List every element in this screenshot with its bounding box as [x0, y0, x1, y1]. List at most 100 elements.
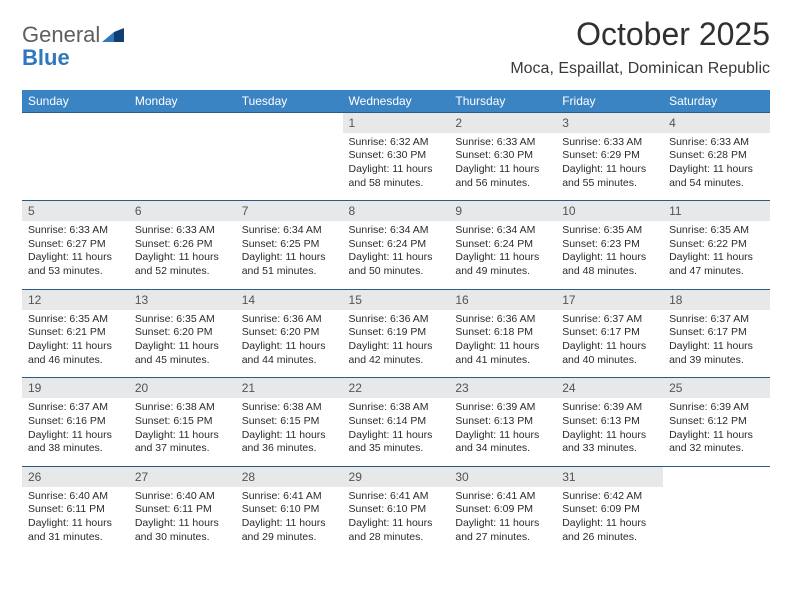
day-number: 10: [556, 201, 663, 221]
day-cell: 2: [449, 112, 556, 133]
detail-line: Sunset: 6:30 PM: [455, 149, 550, 163]
detail-line: Sunrise: 6:33 AM: [135, 224, 230, 238]
detail-line: and 30 minutes.: [135, 531, 230, 545]
detail-line: Daylight: 11 hours: [242, 340, 337, 354]
detail-line: Sunrise: 6:32 AM: [349, 136, 444, 150]
day-cell: 15: [343, 289, 450, 310]
day-detail-cell: Sunrise: 6:32 AMSunset: 6:30 PMDaylight:…: [343, 133, 450, 201]
detail-line: Sunrise: 6:34 AM: [242, 224, 337, 238]
detail-line: Sunset: 6:09 PM: [455, 503, 550, 517]
week-detail-row: Sunrise: 6:35 AMSunset: 6:21 PMDaylight:…: [22, 310, 770, 378]
day-details: Sunrise: 6:41 AMSunset: 6:10 PMDaylight:…: [236, 487, 343, 555]
day-detail-cell: Sunrise: 6:34 AMSunset: 6:24 PMDaylight:…: [449, 221, 556, 289]
detail-line: Sunset: 6:22 PM: [669, 238, 764, 252]
detail-line: Daylight: 11 hours: [28, 517, 123, 531]
detail-line: and 34 minutes.: [455, 442, 550, 456]
day-number: 11: [663, 201, 770, 221]
detail-line: Daylight: 11 hours: [242, 429, 337, 443]
detail-line: Daylight: 11 hours: [455, 251, 550, 265]
detail-line: and 51 minutes.: [242, 265, 337, 279]
detail-line: Sunset: 6:23 PM: [562, 238, 657, 252]
day-number: [22, 113, 129, 133]
weekday-header: Monday: [129, 90, 236, 113]
detail-line: Sunrise: 6:38 AM: [349, 401, 444, 415]
day-details: Sunrise: 6:39 AMSunset: 6:12 PMDaylight:…: [663, 398, 770, 466]
day-detail-cell: Sunrise: 6:34 AMSunset: 6:25 PMDaylight:…: [236, 221, 343, 289]
detail-line: Daylight: 11 hours: [455, 429, 550, 443]
day-number: 1: [343, 113, 450, 133]
detail-line: Sunset: 6:17 PM: [669, 326, 764, 340]
day-number: 18: [663, 290, 770, 310]
detail-line: Sunset: 6:24 PM: [349, 238, 444, 252]
detail-line: and 35 minutes.: [349, 442, 444, 456]
detail-line: and 32 minutes.: [669, 442, 764, 456]
day-number: 4: [663, 113, 770, 133]
day-number: 6: [129, 201, 236, 221]
day-cell: 14: [236, 289, 343, 310]
day-detail-cell: Sunrise: 6:38 AMSunset: 6:15 PMDaylight:…: [236, 398, 343, 466]
day-cell: 28: [236, 466, 343, 487]
detail-line: Daylight: 11 hours: [28, 340, 123, 354]
day-number: 28: [236, 467, 343, 487]
day-details: Sunrise: 6:35 AMSunset: 6:22 PMDaylight:…: [663, 221, 770, 289]
day-cell: 3: [556, 112, 663, 133]
detail-line: Sunrise: 6:34 AM: [349, 224, 444, 238]
week-number-row: 1234: [22, 112, 770, 133]
day-details: Sunrise: 6:34 AMSunset: 6:25 PMDaylight:…: [236, 221, 343, 289]
detail-line: and 36 minutes.: [242, 442, 337, 456]
detail-line: Sunset: 6:13 PM: [562, 415, 657, 429]
day-number: 26: [22, 467, 129, 487]
day-number: 8: [343, 201, 450, 221]
detail-line: Sunset: 6:14 PM: [349, 415, 444, 429]
detail-line: and 49 minutes.: [455, 265, 550, 279]
detail-line: Daylight: 11 hours: [455, 340, 550, 354]
detail-line: Sunrise: 6:35 AM: [135, 313, 230, 327]
week-detail-row: Sunrise: 6:37 AMSunset: 6:16 PMDaylight:…: [22, 398, 770, 466]
detail-line: Daylight: 11 hours: [349, 429, 444, 443]
detail-line: and 53 minutes.: [28, 265, 123, 279]
detail-line: Daylight: 11 hours: [135, 429, 230, 443]
detail-line: Sunrise: 6:33 AM: [669, 136, 764, 150]
detail-line: Daylight: 11 hours: [562, 517, 657, 531]
detail-line: Daylight: 11 hours: [349, 163, 444, 177]
day-detail-cell: Sunrise: 6:41 AMSunset: 6:10 PMDaylight:…: [343, 487, 450, 555]
week-number-row: 262728293031: [22, 466, 770, 487]
detail-line: Daylight: 11 hours: [455, 163, 550, 177]
day-detail-cell: Sunrise: 6:37 AMSunset: 6:17 PMDaylight:…: [663, 310, 770, 378]
detail-line: Sunrise: 6:33 AM: [562, 136, 657, 150]
day-detail-cell: Sunrise: 6:39 AMSunset: 6:12 PMDaylight:…: [663, 398, 770, 466]
detail-line: Daylight: 11 hours: [135, 517, 230, 531]
day-number: 13: [129, 290, 236, 310]
detail-line: Sunrise: 6:33 AM: [455, 136, 550, 150]
title-block: October 2025 Moca, Espaillat, Dominican …: [510, 18, 770, 78]
header-row: General Blue October 2025 Moca, Espailla…: [22, 18, 770, 78]
day-cell: 26: [22, 466, 129, 487]
day-cell: [22, 112, 129, 133]
day-details: [236, 133, 343, 191]
page-title: October 2025: [510, 18, 770, 52]
day-details: Sunrise: 6:33 AMSunset: 6:27 PMDaylight:…: [22, 221, 129, 289]
day-cell: 19: [22, 378, 129, 399]
day-cell: 17: [556, 289, 663, 310]
weekday-header: Tuesday: [236, 90, 343, 113]
detail-line: Sunrise: 6:37 AM: [28, 401, 123, 415]
detail-line: Sunrise: 6:41 AM: [349, 490, 444, 504]
day-number: [236, 113, 343, 133]
detail-line: Sunset: 6:21 PM: [28, 326, 123, 340]
detail-line: and 39 minutes.: [669, 354, 764, 368]
calendar-table: SundayMondayTuesdayWednesdayThursdayFrid…: [22, 90, 770, 555]
day-cell: 4: [663, 112, 770, 133]
detail-line: Sunset: 6:10 PM: [349, 503, 444, 517]
day-number: 17: [556, 290, 663, 310]
detail-line: Sunrise: 6:39 AM: [455, 401, 550, 415]
day-details: Sunrise: 6:38 AMSunset: 6:14 PMDaylight:…: [343, 398, 450, 466]
detail-line: and 48 minutes.: [562, 265, 657, 279]
day-details: [663, 487, 770, 545]
day-number: 15: [343, 290, 450, 310]
detail-line: Sunset: 6:11 PM: [28, 503, 123, 517]
day-detail-cell: [663, 487, 770, 555]
day-details: Sunrise: 6:37 AMSunset: 6:16 PMDaylight:…: [22, 398, 129, 466]
day-number: 22: [343, 378, 450, 398]
day-details: Sunrise: 6:35 AMSunset: 6:21 PMDaylight:…: [22, 310, 129, 378]
day-detail-cell: Sunrise: 6:42 AMSunset: 6:09 PMDaylight:…: [556, 487, 663, 555]
